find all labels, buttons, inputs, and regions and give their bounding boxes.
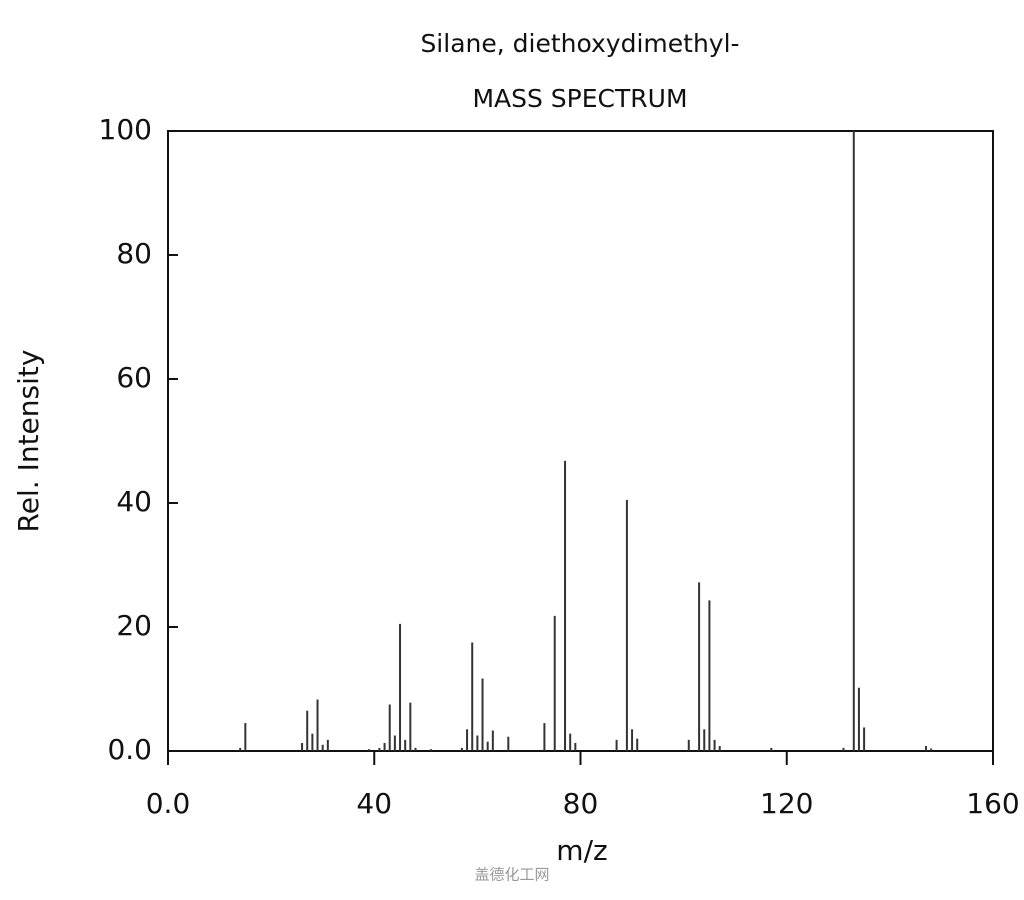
x-tick-label: 120	[760, 787, 813, 820]
x-tick-label: 160	[966, 787, 1019, 820]
y-tick-label: 60	[116, 361, 152, 394]
y-tick-label: 0.0	[107, 733, 152, 766]
y-tick-label: 100	[99, 113, 152, 146]
watermark: 盖德化工网	[474, 866, 549, 884]
chart-title: Silane, diethoxydimethyl-	[420, 29, 739, 58]
x-tick-label: 0.0	[146, 787, 191, 820]
plot-frame	[167, 130, 994, 752]
x-tick-label: 40	[356, 787, 392, 820]
x-axis-label: m/z	[556, 834, 607, 867]
y-tick-label: 40	[116, 485, 152, 518]
y-axis-label: Rel. Intensity	[12, 350, 45, 533]
y-tick-label: 20	[116, 609, 152, 642]
y-tick-label: 80	[116, 237, 152, 270]
x-tick-label: 80	[563, 787, 599, 820]
chart-subtitle: MASS SPECTRUM	[472, 84, 687, 113]
